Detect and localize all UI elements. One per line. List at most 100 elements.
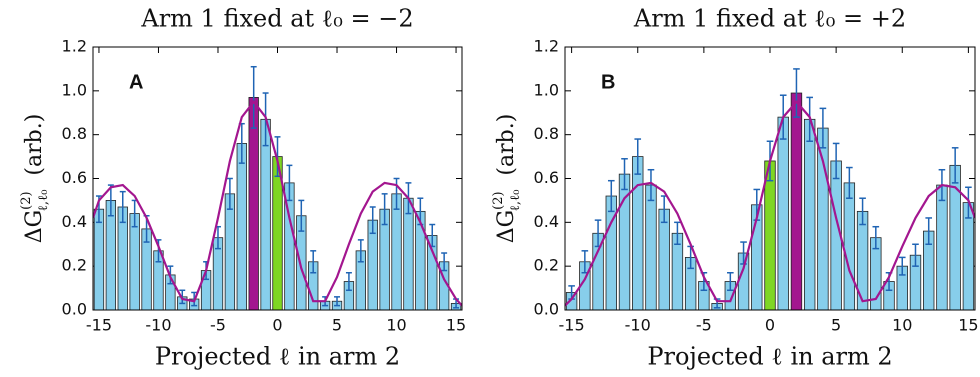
error-bar <box>345 271 352 292</box>
error-bar <box>859 197 866 226</box>
y-tick-label: 0.2 <box>534 256 559 275</box>
error-bar <box>621 158 628 191</box>
x-tick-label: -10 <box>145 316 171 335</box>
y-tick-label: 0.2 <box>62 256 87 275</box>
y-tick-label: 1.0 <box>62 80 87 99</box>
y-label-part: (arb.) <box>494 114 519 176</box>
y-label-part: ℓ,ℓ₀ <box>36 190 51 212</box>
x-tick-label: 5 <box>332 316 342 335</box>
y-label-part: (arb.) <box>22 114 47 176</box>
bar <box>236 143 247 311</box>
y-tick-label: 0.0 <box>534 300 559 319</box>
bar <box>843 182 856 311</box>
error-bar <box>634 138 642 175</box>
plot-frame <box>564 46 976 311</box>
x-tick-label: -15 <box>86 316 112 335</box>
x-tick-label: -15 <box>559 316 585 335</box>
y-tick-label: 0.6 <box>534 168 559 187</box>
chart-title: Arm 1 fixed at ℓ₀ = +2 <box>633 5 906 33</box>
fit-curve <box>93 100 462 307</box>
error-bar <box>119 190 126 224</box>
y-label-part: ℓ,ℓ₀ <box>508 190 523 212</box>
error-bar <box>912 243 919 267</box>
y-axis-label: ΔG(2) ℓ,ℓ₀ (arb.) <box>491 114 523 244</box>
bar <box>777 116 789 311</box>
error-bar <box>832 142 840 180</box>
x-tick-label: 10 <box>386 316 406 335</box>
bar <box>224 193 236 311</box>
x-tick-label: -5 <box>210 316 226 335</box>
error-bar <box>819 107 827 149</box>
y-tick-label: 0.8 <box>62 124 87 143</box>
y-label-part: (2) <box>19 191 34 209</box>
bar <box>764 160 776 311</box>
bar <box>415 210 426 311</box>
bar <box>260 118 271 311</box>
bar <box>645 184 657 311</box>
chart-title: Arm 1 fixed at ℓ₀ = −2 <box>140 5 413 33</box>
x-tick-label: 0 <box>765 316 775 335</box>
bar <box>632 156 644 311</box>
x-axis-label: Projected ℓ in arm 2 <box>647 343 892 371</box>
x-tick-label: 15 <box>446 316 466 335</box>
bar <box>605 195 617 311</box>
x-tick-label: 0 <box>272 316 282 335</box>
error-bar <box>286 164 293 202</box>
x-tick-label: 15 <box>958 316 978 335</box>
bar <box>803 118 816 311</box>
x-tick-label: 5 <box>831 316 841 335</box>
error-bar <box>674 221 681 245</box>
error-bar <box>357 239 364 263</box>
panel: Arm 1 fixed at ℓ₀ = +2 Projected ℓ in arm… <box>491 5 979 371</box>
error-bar <box>607 179 615 213</box>
bar <box>817 127 829 311</box>
error-bar <box>647 168 655 202</box>
x-tick-label: -5 <box>696 316 712 335</box>
bar <box>658 208 670 311</box>
error-bar <box>310 250 317 274</box>
bar <box>403 197 414 311</box>
y-label-part: ΔG <box>22 210 47 243</box>
error-bar <box>925 217 933 245</box>
error-bar <box>393 177 400 210</box>
bar <box>936 184 948 311</box>
y-label-part: ΔG <box>494 210 519 243</box>
error-bar <box>334 296 340 307</box>
error-bar <box>898 256 906 276</box>
y-tick-label: 0.0 <box>62 300 87 319</box>
y-tick-label: 1.2 <box>62 37 87 56</box>
error-bar <box>298 199 305 232</box>
y-tick-label: 0.4 <box>62 212 87 231</box>
error-bar <box>250 65 257 129</box>
y-axis-label: ΔG(2) ℓ,ℓ₀ (arb.) <box>19 114 51 244</box>
error-bar <box>793 68 800 118</box>
panel-label: A <box>129 71 143 93</box>
x-tick-label: 10 <box>892 316 912 335</box>
panel-label: B <box>601 71 615 93</box>
bar <box>129 213 140 311</box>
fit-curve <box>565 100 975 307</box>
bar <box>248 97 259 311</box>
error-bar <box>951 147 959 184</box>
error-bar <box>441 252 448 272</box>
panel: Arm 1 fixed at ℓ₀ = −2 Projected ℓ in arm… <box>19 5 467 371</box>
bar <box>962 202 975 311</box>
bar <box>93 208 105 311</box>
error-bar <box>107 184 114 217</box>
y-tick-label: 0.4 <box>534 212 559 231</box>
bar <box>790 92 803 311</box>
error-bar <box>846 166 853 199</box>
y-tick-label: 0.6 <box>62 168 87 187</box>
bar <box>391 193 402 311</box>
x-axis-label: Projected ℓ in arm 2 <box>155 343 400 371</box>
y-label-part: (2) <box>491 191 506 209</box>
error-bar <box>727 271 734 292</box>
error-bar <box>369 206 376 235</box>
plot-frame <box>92 46 463 311</box>
x-tick-label: -10 <box>625 316 651 335</box>
y-tick-label: 1.2 <box>534 37 559 56</box>
bar <box>105 200 117 311</box>
error-bar <box>872 225 880 250</box>
y-tick-label: 1.0 <box>534 80 559 99</box>
